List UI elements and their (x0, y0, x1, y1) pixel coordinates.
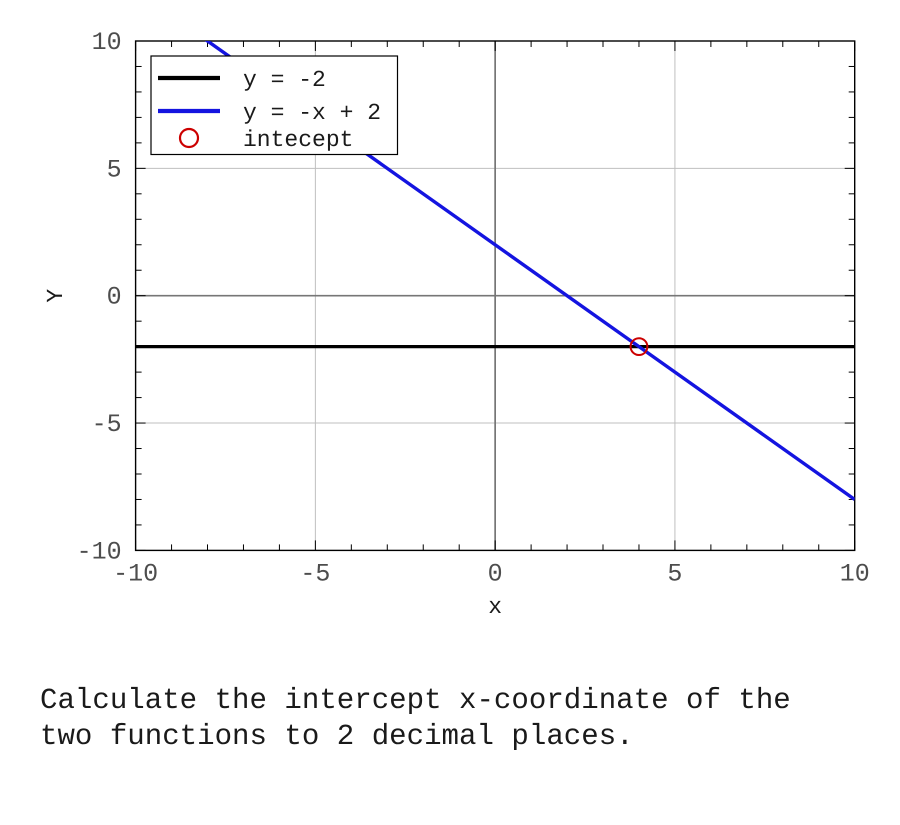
svg-text:x: x (488, 594, 502, 620)
svg-text:Y: Y (43, 289, 69, 303)
svg-text:y = -2: y = -2 (243, 67, 326, 93)
svg-text:y = -x + 2: y = -x + 2 (243, 100, 381, 126)
svg-text:10: 10 (92, 28, 122, 57)
svg-text:0: 0 (107, 283, 122, 312)
svg-text:5: 5 (667, 559, 682, 588)
svg-text:5: 5 (107, 155, 122, 184)
svg-text:-5: -5 (300, 559, 330, 588)
svg-text:-5: -5 (92, 410, 122, 439)
svg-text:-10: -10 (77, 537, 122, 566)
svg-text:10: 10 (840, 559, 870, 588)
svg-text:intecept: intecept (243, 127, 353, 153)
svg-text:0: 0 (488, 559, 503, 588)
